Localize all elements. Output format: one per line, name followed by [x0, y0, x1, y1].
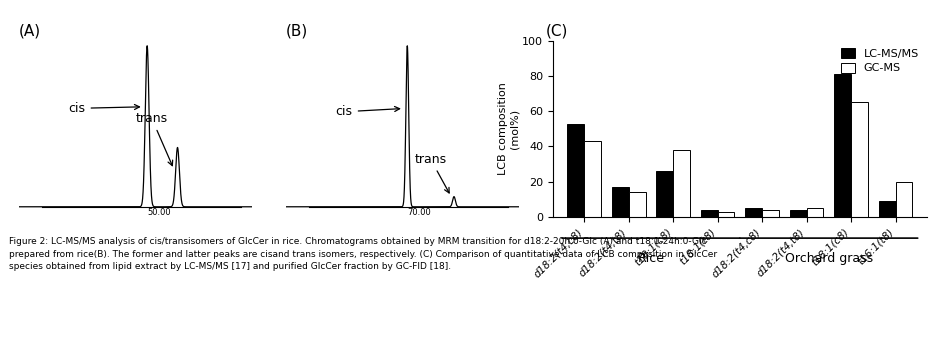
Text: (C): (C) — [546, 23, 568, 38]
Text: trans: trans — [136, 112, 172, 166]
Text: (A): (A) — [19, 23, 41, 38]
Bar — [629, 192, 646, 217]
Bar — [790, 210, 807, 217]
Text: Rice: Rice — [637, 252, 665, 265]
Bar — [745, 208, 762, 217]
Bar — [807, 208, 824, 217]
Text: 70.00: 70.00 — [407, 207, 431, 217]
Bar — [584, 141, 601, 217]
Y-axis label: LCB composition
(mol%): LCB composition (mol%) — [498, 82, 519, 175]
Bar — [879, 201, 896, 217]
Text: Orchard grass: Orchard grass — [784, 252, 873, 265]
Text: (B): (B) — [285, 23, 308, 38]
Text: cis: cis — [68, 102, 139, 115]
Bar — [673, 150, 690, 217]
Text: cis: cis — [336, 105, 400, 118]
Bar — [851, 102, 868, 217]
Bar — [718, 212, 735, 217]
Bar — [567, 123, 584, 217]
Bar — [701, 210, 718, 217]
Bar — [896, 182, 913, 217]
Text: trans: trans — [415, 153, 449, 193]
Bar — [612, 187, 629, 217]
Legend: LC-MS/MS, GC-MS: LC-MS/MS, GC-MS — [840, 46, 921, 76]
Bar — [656, 171, 673, 217]
Bar — [834, 74, 851, 217]
Text: Figure 2: LC-MS/MS analysis of cis/transisomers of GlcCer in rice. Chromatograms: Figure 2: LC-MS/MS analysis of cis/trans… — [9, 237, 718, 271]
Text: 50.00: 50.00 — [147, 207, 170, 217]
Bar — [762, 210, 779, 217]
